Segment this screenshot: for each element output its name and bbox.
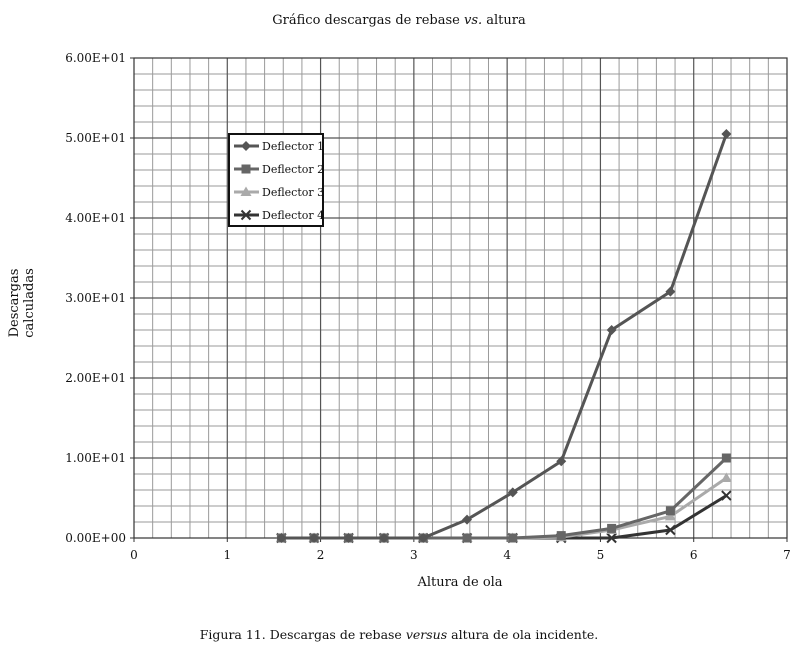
x-tick-label: 7	[783, 548, 791, 562]
series-line	[281, 494, 728, 540]
series-point-x	[721, 490, 732, 501]
x-tick-label: 0	[130, 548, 138, 562]
chart-grid	[134, 58, 787, 538]
series-point-diamond	[606, 325, 617, 335]
series-point-square	[556, 531, 566, 541]
series-point-triangle	[240, 186, 252, 196]
y-tick-label: 1.00E+01	[65, 451, 126, 465]
series-point-diamond	[418, 533, 429, 543]
chart-title-prefix: Gráfico descargas de rebase	[272, 13, 464, 28]
series-point-diamond	[343, 533, 354, 543]
legend-label: Deflector 3	[262, 186, 324, 199]
series-point-x-stroke	[721, 490, 732, 501]
figure-caption-suffix: altura de ola incidente.	[447, 627, 599, 642]
series-point-diamond	[276, 533, 287, 543]
series-point-triangle	[720, 472, 732, 482]
legend-entry: Deflector 4	[234, 209, 324, 222]
figure-caption-versus: versus	[405, 627, 448, 642]
series-point-x	[240, 209, 252, 221]
series-line	[281, 476, 728, 540]
legend-label: Deflector 4	[262, 209, 324, 222]
chart-series	[275, 129, 732, 544]
series-point-square	[241, 164, 251, 174]
y-axis-label: Descargas calculadas	[7, 268, 37, 338]
y-tick-label: 5.00E+01	[65, 131, 126, 145]
series-point-diamond	[721, 129, 732, 139]
series-point-square	[462, 533, 472, 543]
series-point-square	[508, 533, 518, 543]
y-tick-label: 2.00E+01	[65, 371, 126, 385]
legend-label: Deflector 2	[262, 163, 324, 176]
y-tick-label: 0.00E+00	[65, 531, 126, 545]
series-point-diamond	[507, 487, 518, 498]
series-point-diamond	[241, 141, 251, 151]
series-point-diamond	[309, 533, 320, 543]
series-point-x	[665, 524, 676, 536]
series-1	[276, 129, 732, 543]
x-tick-label: 3	[410, 548, 418, 562]
legend-entry: Deflector 2	[234, 163, 324, 176]
series-point-square	[721, 453, 731, 463]
series-point-diamond	[379, 533, 390, 543]
series-point-x-stroke	[606, 532, 617, 544]
y-tick-label: 3.00E+01	[65, 291, 126, 305]
x-tick-label: 2	[317, 548, 325, 562]
legend-entry: Deflector 3	[234, 186, 324, 199]
series-point-x-stroke	[240, 209, 252, 221]
series-line	[281, 133, 728, 540]
series-point-diamond	[665, 286, 676, 297]
series-point-x	[606, 532, 617, 544]
series-point-square	[607, 523, 617, 533]
chart-legend: Deflector 1 Deflector 2 Deflector 3 Deflect…	[228, 133, 324, 227]
chart-title: Gráfico descargas de rebase vs. altura	[0, 13, 798, 28]
chart-title-suffix: altura	[482, 13, 526, 28]
chart-axes: 0 1 2 3 4 5 6 7 0.00E+00 1.00E+01 2.00E+01 3.00E+01…	[65, 51, 791, 562]
figure-caption-prefix: Figura 11. Descargas de rebase	[199, 627, 406, 642]
series-point-triangle	[664, 510, 676, 521]
x-tick-label: 1	[223, 548, 231, 562]
series-point-square	[665, 506, 675, 516]
x-axis-label: Altura de ola	[417, 575, 503, 590]
x-tick-label: 5	[597, 548, 605, 562]
series-point-diamond	[556, 456, 567, 467]
series-point-x-stroke	[665, 524, 676, 536]
figure-caption: Figura 11. Descargas de rebase versus al…	[0, 627, 798, 642]
y-tick-label: 4.00E+01	[65, 211, 126, 225]
series-point-diamond	[462, 514, 473, 525]
chart-title-vs: vs.	[463, 13, 483, 28]
y-tick-label: 6.00E+01	[65, 51, 126, 65]
x-tick-label: 4	[503, 548, 511, 562]
legend-entry: Deflector 1	[234, 140, 324, 153]
legend-label: Deflector 1	[262, 140, 324, 153]
x-tick-label: 6	[690, 548, 698, 562]
